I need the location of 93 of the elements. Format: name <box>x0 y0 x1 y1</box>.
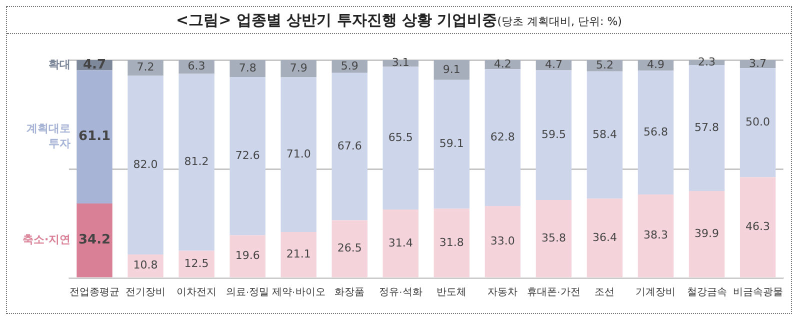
data-label: 56.8 <box>643 125 668 138</box>
data-label: 71.0 <box>286 147 311 160</box>
data-label: 7.8 <box>238 61 256 74</box>
bar <box>332 72 368 220</box>
bar <box>128 76 164 254</box>
data-label: 35.8 <box>541 231 566 244</box>
data-label: 12.5 <box>184 256 209 270</box>
data-label: 7.2 <box>136 60 154 74</box>
bar <box>638 70 674 195</box>
data-label: 38.3 <box>643 228 668 242</box>
data-label: 50.0 <box>746 115 770 128</box>
data-label: 62.8 <box>490 130 515 144</box>
data-label: 19.6 <box>235 249 260 262</box>
bar <box>128 254 164 278</box>
x-tick-label: 자동차 <box>488 286 518 298</box>
bar <box>76 203 112 278</box>
data-label: 21.1 <box>286 247 311 260</box>
series-label: 축소·지연 <box>22 233 71 246</box>
chart-subtitle: (당초 계획대비, 단위: %) <box>497 15 622 28</box>
x-tick-label: 비금속광물 <box>732 286 783 298</box>
data-label: 58.4 <box>592 128 617 141</box>
bar <box>740 68 776 178</box>
data-label: 61.1 <box>78 129 111 144</box>
data-label: 3.7 <box>749 56 767 70</box>
x-tick-label: 철강금속 <box>686 286 727 298</box>
data-label: 59.1 <box>439 137 464 150</box>
data-label: 6.3 <box>188 60 206 73</box>
x-tick-label: 의료·정밀 <box>226 286 270 298</box>
bar <box>382 66 418 210</box>
bar <box>178 74 214 251</box>
bar <box>382 210 418 278</box>
bar <box>178 250 214 278</box>
series-label: 확대 <box>48 58 71 71</box>
data-label: 7.9 <box>290 61 308 74</box>
bar <box>230 77 266 236</box>
data-label: 4.7 <box>82 58 106 72</box>
bar <box>280 60 316 78</box>
data-label: 9.1 <box>442 62 460 76</box>
bar <box>638 194 674 278</box>
x-tick-label: 화장품 <box>334 286 365 298</box>
bar <box>332 220 368 278</box>
bar <box>484 69 521 206</box>
data-label: 57.8 <box>694 120 720 134</box>
bar <box>536 200 572 278</box>
data-label: 82.0 <box>133 158 158 171</box>
data-label: 2.3 <box>698 55 716 68</box>
data-label: 4.7 <box>544 58 562 71</box>
data-label: 46.3 <box>746 220 770 234</box>
data-label: 81.2 <box>184 155 209 168</box>
x-tick-label: 정유·석화 <box>378 286 422 298</box>
bar <box>688 65 725 192</box>
bar <box>688 191 725 278</box>
bar <box>76 70 112 204</box>
data-label: 31.4 <box>388 236 413 250</box>
bar <box>280 77 316 232</box>
series-label: 계획대로 투자 <box>26 122 71 150</box>
data-label: 4.9 <box>646 58 664 72</box>
data-label: 59.5 <box>541 128 566 141</box>
data-label: 4.2 <box>494 57 512 70</box>
x-tick-label: 전기장비 <box>126 286 166 298</box>
bar <box>230 60 266 78</box>
data-label: 5.2 <box>596 58 614 72</box>
bar <box>536 70 572 200</box>
data-label: 33.0 <box>490 234 515 248</box>
x-tick-label: 이차전지 <box>176 286 217 298</box>
data-label: 72.6 <box>235 148 260 162</box>
data-label: 26.5 <box>337 242 362 255</box>
bar <box>740 177 776 278</box>
bar <box>434 208 470 278</box>
bar <box>280 232 316 278</box>
data-label: 39.9 <box>694 226 720 240</box>
data-label: 3.1 <box>392 56 410 70</box>
bar <box>230 235 266 278</box>
bar <box>586 198 623 278</box>
x-tick-label: 휴대폰·가전 <box>527 286 580 298</box>
x-tick-label: 기계장비 <box>636 286 676 298</box>
data-label: 67.6 <box>337 139 362 152</box>
x-tick-label: 조선 <box>594 286 615 298</box>
bar <box>484 206 521 278</box>
data-label: 10.8 <box>133 258 158 272</box>
bar <box>434 60 470 80</box>
bar <box>586 71 623 199</box>
x-tick-label: 전업종평균 <box>70 286 120 298</box>
data-label: 34.2 <box>78 232 111 248</box>
data-label: 5.9 <box>340 59 358 72</box>
bar <box>128 60 164 76</box>
chart-title: <그림> 업종별 상반기 투자진행 상황 기업비중 <box>176 11 498 29</box>
bar <box>434 80 470 209</box>
data-label: 36.4 <box>592 230 617 244</box>
x-tick-label: 반도체 <box>436 286 467 298</box>
x-tick-label: 제약·바이오 <box>272 286 326 298</box>
data-label: 31.8 <box>439 236 464 249</box>
data-label: 65.5 <box>388 131 413 144</box>
